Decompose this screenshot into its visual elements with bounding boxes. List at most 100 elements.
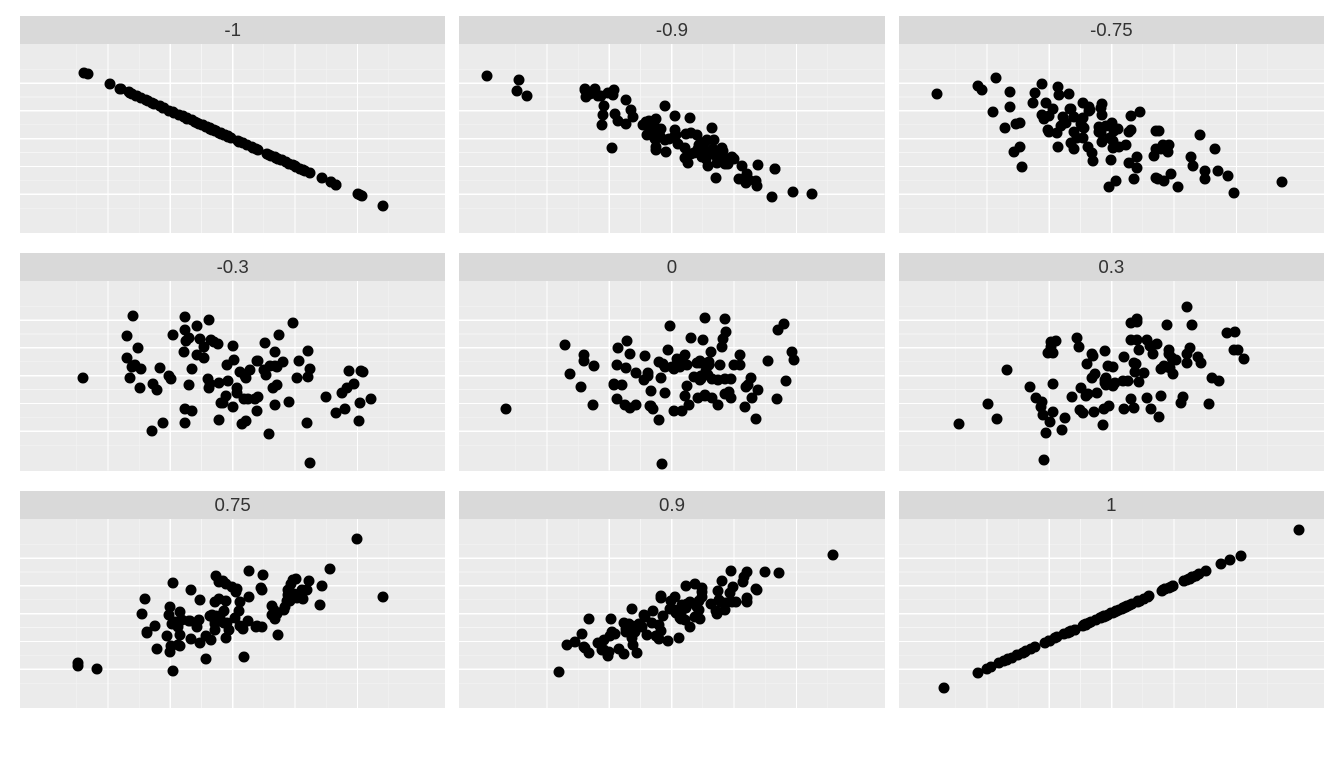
scatter-point (1107, 142, 1118, 153)
facet-panel: 1 (899, 491, 1324, 708)
scatter-point (1185, 151, 1196, 162)
scatter-point (1121, 139, 1132, 150)
scatter-point (378, 591, 389, 602)
scatter-point (178, 111, 189, 122)
scatter-point (280, 601, 291, 612)
scatter-point (180, 312, 191, 323)
scatter-point (298, 165, 309, 176)
scatter-point (1206, 372, 1217, 383)
scatter-point (237, 419, 248, 430)
scatter-point (1193, 352, 1204, 363)
scatter-point (643, 371, 654, 382)
scatter-point (378, 200, 389, 211)
scatter-point (317, 581, 328, 592)
scatter-point (193, 118, 204, 129)
scatter-point (1276, 177, 1287, 188)
scatter-point (122, 331, 133, 342)
scatter-point (735, 360, 746, 371)
scatter-point (651, 145, 662, 156)
scatter-point (612, 343, 623, 354)
scatter-point (179, 404, 190, 415)
scatter-point (164, 610, 175, 621)
scatter-point (256, 585, 267, 596)
scatter-point (234, 597, 245, 608)
scatter-point (953, 419, 964, 430)
scatter-point (1222, 327, 1233, 338)
scatter-point (780, 376, 791, 387)
scatter-point (180, 418, 191, 429)
scatter-point (164, 646, 175, 657)
scatter-point (1096, 99, 1107, 110)
scatter-point (1004, 87, 1015, 98)
scatter-point (1099, 346, 1110, 357)
scatter-point (1228, 188, 1239, 199)
scatter-point (1104, 400, 1115, 411)
scatter-point (607, 143, 618, 154)
scatter-point (1105, 154, 1116, 165)
scatter-point (720, 389, 731, 400)
scatter-point (1184, 343, 1195, 354)
scatter-point (787, 187, 798, 198)
scatter-point (719, 314, 730, 325)
scatter-point (1056, 424, 1067, 435)
scatter-point (654, 414, 665, 425)
scatter-point (598, 109, 609, 120)
scatter-point (248, 142, 259, 153)
scatter-point (183, 379, 194, 390)
scatter-point (1294, 524, 1305, 535)
scatter-point (1182, 301, 1193, 312)
scatter-point (620, 95, 631, 106)
facet-panel: 0 (459, 253, 884, 470)
scatter-plot-area (459, 44, 884, 233)
facet-strip-label: 0 (459, 253, 884, 281)
scatter-point (1158, 361, 1169, 372)
scatter-point (180, 336, 191, 347)
scatter-point (1096, 128, 1107, 139)
scatter-point (617, 380, 628, 391)
scatter-point (665, 320, 676, 331)
scatter-point (1171, 355, 1182, 366)
scatter-point (227, 401, 238, 412)
facet-strip-label: -0.9 (459, 16, 884, 44)
scatter-point (728, 581, 739, 592)
scatter-point (482, 70, 493, 81)
scatter-point (705, 146, 716, 157)
scatter-point (634, 618, 645, 629)
scatter-point (1091, 387, 1102, 398)
scatter-point (767, 191, 778, 202)
scatter-point (193, 614, 204, 625)
scatter-point (707, 123, 718, 134)
scatter-point (769, 163, 780, 174)
scatter-point (205, 634, 216, 645)
scatter-point (130, 360, 141, 371)
facet-strip-label: -0.75 (899, 16, 1324, 44)
scatter-point (1060, 412, 1071, 423)
scatter-point (583, 614, 594, 625)
facet-strip-label: 1 (899, 491, 1324, 519)
scatter-point (627, 111, 638, 122)
scatter-point (677, 406, 688, 417)
scatter-point (681, 580, 692, 591)
scatter-point (642, 630, 653, 641)
scatter-point (141, 627, 152, 638)
scatter-point (365, 393, 376, 404)
scatter-point (656, 590, 667, 601)
scatter-point (1225, 555, 1236, 566)
scatter-point (1148, 349, 1159, 360)
scatter-point (753, 384, 764, 395)
scatter-point (828, 550, 839, 561)
scatter-point (264, 428, 275, 439)
scatter-point (1222, 170, 1233, 181)
scatter-point (1009, 147, 1020, 158)
facet-grid: -1-0.9-0.75-0.300.30.750.91 (20, 16, 1324, 708)
scatter-point (1187, 161, 1198, 172)
scatter-point (168, 578, 179, 589)
scatter-point (620, 363, 631, 374)
scatter-point (1195, 129, 1206, 140)
scatter-point (227, 340, 238, 351)
scatter-point (1039, 637, 1050, 648)
scatter-point (1235, 550, 1246, 561)
scatter-point (1125, 318, 1136, 329)
scatter-point (703, 161, 714, 172)
scatter-point (669, 110, 680, 121)
